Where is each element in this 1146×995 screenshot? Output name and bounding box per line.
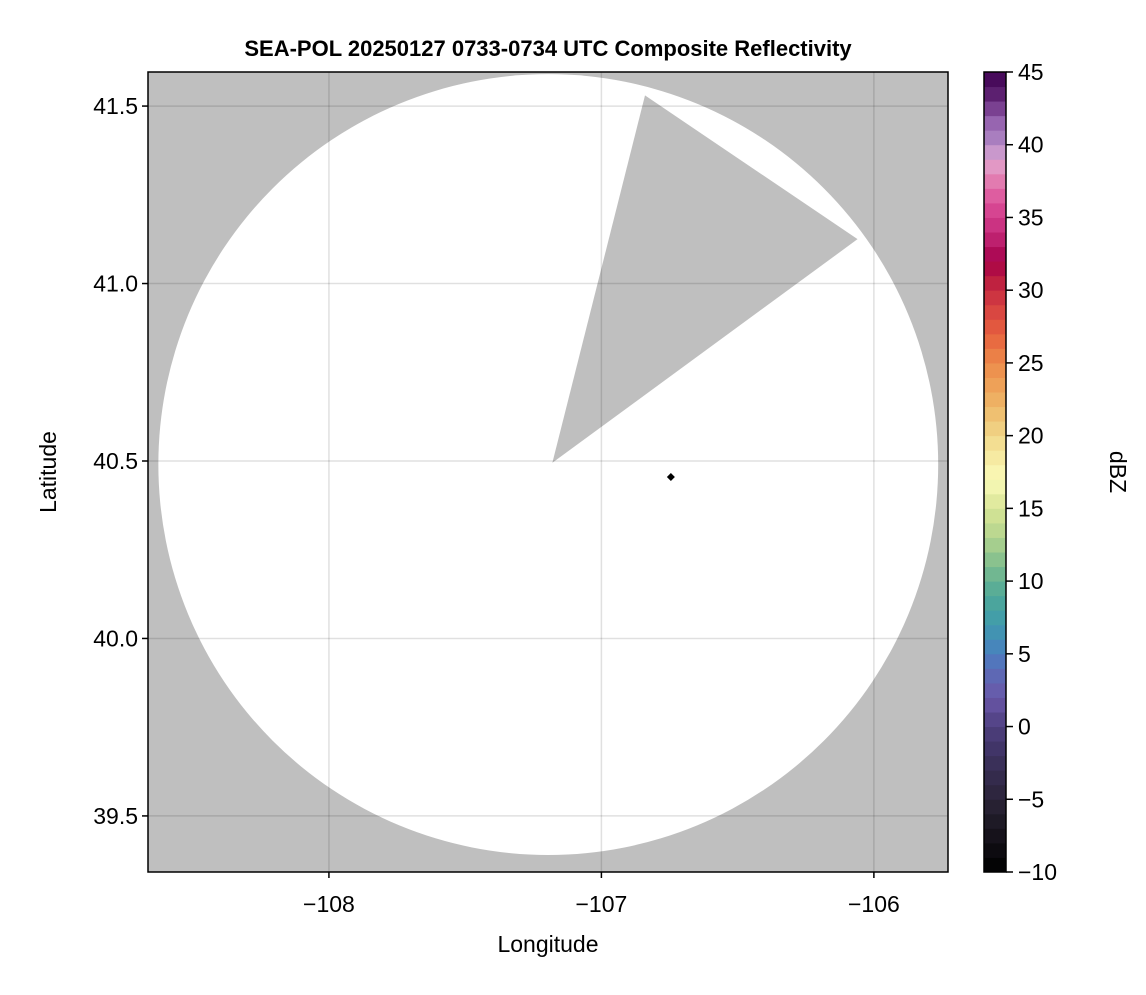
colorbar-band — [984, 741, 1006, 757]
colorbar-band — [984, 653, 1006, 669]
colorbar-frame — [983, 71, 1007, 873]
colorbar-tick-label: 20 — [1018, 423, 1044, 449]
colorbar-tick-label: 5 — [1018, 641, 1031, 667]
colorbar-tick-label: 30 — [1018, 277, 1044, 303]
chart-title: SEA-POL 20250127 0733-0734 UTC Composite… — [244, 36, 852, 61]
colorbar-band — [984, 712, 1006, 728]
radar-coverage-area — [158, 74, 939, 855]
x-tick-label: −106 — [848, 891, 900, 917]
data-layer — [158, 74, 939, 855]
colorbar-band — [984, 770, 1006, 786]
colorbar-band — [984, 261, 1006, 277]
colorbar-tick-label: 45 — [1018, 59, 1044, 85]
colorbar-band — [984, 362, 1006, 378]
colorbar-tick-label: 0 — [1018, 714, 1031, 740]
plot-area — [148, 72, 948, 872]
colorbar-tick-label: 35 — [1018, 204, 1044, 230]
blocked-sector — [552, 95, 858, 463]
colorbar-tick-label: 10 — [1018, 568, 1044, 594]
colorbar-band — [984, 639, 1006, 655]
y-tick-label: 40.0 — [93, 625, 138, 651]
colorbar-band — [984, 450, 1006, 466]
colorbar-band — [984, 857, 1006, 873]
colorbar-band — [984, 333, 1006, 349]
colorbar-band — [984, 392, 1006, 408]
colorbar-tick-label: 25 — [1018, 350, 1044, 376]
colorbar-band — [984, 624, 1006, 640]
colorbar-band — [984, 319, 1006, 335]
colorbar-band — [984, 101, 1006, 117]
colorbar-band — [984, 595, 1006, 611]
colorbar-band — [984, 697, 1006, 713]
colorbar-band — [984, 246, 1006, 262]
colorbar-band — [984, 217, 1006, 233]
colorbar-band — [984, 115, 1006, 131]
colorbar-band — [984, 72, 1006, 88]
y-tick-label: 40.5 — [93, 448, 138, 474]
radar-site-marker — [666, 472, 675, 481]
colorbar-band — [984, 304, 1006, 320]
y-tick-label: 41.5 — [93, 93, 138, 119]
colorbar-band — [984, 537, 1006, 553]
colorbar-tick-label: 15 — [1018, 495, 1044, 521]
colorbar-band — [984, 508, 1006, 524]
y-axis-label: Latitude — [35, 431, 61, 513]
colorbar-band — [984, 610, 1006, 626]
colorbar-band — [984, 668, 1006, 684]
colorbar-band — [984, 682, 1006, 698]
colorbar-band — [984, 232, 1006, 248]
colorbar-band — [984, 290, 1006, 306]
colorbar-tick-label: 40 — [1018, 132, 1044, 158]
colorbar-band — [984, 144, 1006, 160]
colorbar-band — [984, 799, 1006, 815]
colorbar-band — [984, 86, 1006, 102]
colorbar-band — [984, 435, 1006, 451]
x-axis-label: Longitude — [497, 931, 598, 957]
colorbar-band — [984, 348, 1006, 364]
x-tick-label: −108 — [303, 891, 355, 917]
colorbar-band — [984, 188, 1006, 204]
plot-frame — [147, 71, 949, 873]
colorbar-band — [984, 464, 1006, 480]
colorbar-band — [984, 552, 1006, 568]
colorbar-band — [984, 566, 1006, 582]
colorbar-band — [984, 173, 1006, 189]
colorbar-band — [984, 828, 1006, 844]
colorbar-band — [984, 406, 1006, 422]
x-tick-label: −107 — [575, 891, 627, 917]
colorbar-band — [984, 755, 1006, 771]
colorbar-band — [984, 522, 1006, 538]
colorbar-band — [984, 479, 1006, 495]
y-tick-label: 39.5 — [93, 803, 138, 829]
axes: −108 −107 −106 39.5 40.0 40.5 41.0 41.5 — [93, 71, 949, 917]
colorbar-tick-label: −5 — [1018, 786, 1044, 812]
colorbar-band — [984, 421, 1006, 437]
colorbar-tick-label: −10 — [1018, 859, 1057, 885]
colorbar-band — [984, 581, 1006, 597]
colorbar-band — [984, 202, 1006, 218]
colorbar-band — [984, 275, 1006, 291]
colorbar-band — [984, 813, 1006, 829]
colorbar: −10 −5 0 5 10 15 20 25 30 35 40 45 — [983, 59, 1057, 885]
colorbar-band — [984, 159, 1006, 175]
colorbar-band — [984, 726, 1006, 742]
colorbar-label: dBZ — [1105, 451, 1131, 493]
colorbar-band — [984, 493, 1006, 509]
colorbar-band — [984, 842, 1006, 858]
colorbar-band — [984, 130, 1006, 146]
colorbar-band — [984, 784, 1006, 800]
y-tick-label: 41.0 — [93, 271, 138, 297]
colorbar-band — [984, 377, 1006, 393]
